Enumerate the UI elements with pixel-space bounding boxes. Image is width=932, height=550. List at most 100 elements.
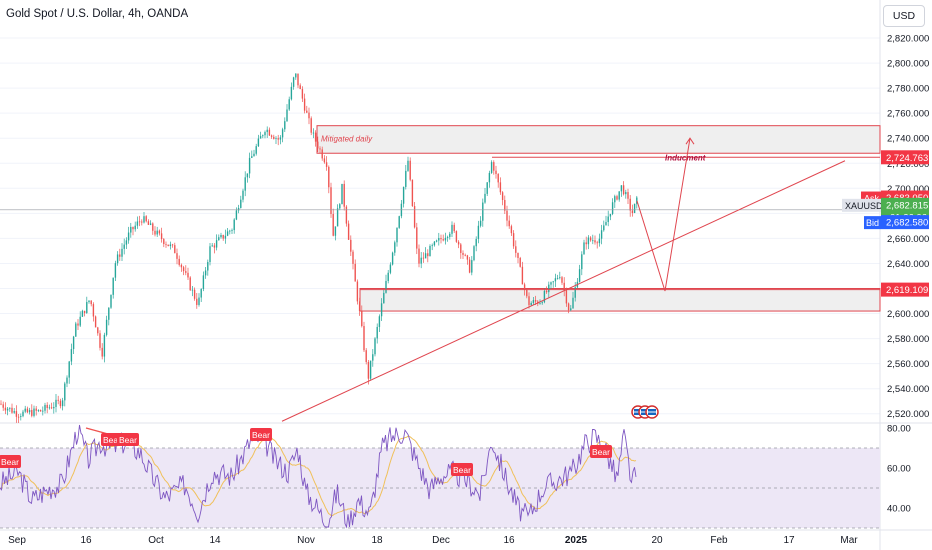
candle-body xyxy=(334,226,337,236)
time-tick-label: Feb xyxy=(710,535,728,546)
candle-body xyxy=(42,410,44,412)
candle-body xyxy=(13,411,15,413)
candle-body xyxy=(185,271,187,273)
candle-body xyxy=(475,238,477,247)
candle-body xyxy=(449,233,451,237)
candle-body xyxy=(442,239,444,241)
candle-body xyxy=(158,230,161,234)
bear-signal-label: Bear xyxy=(1,457,19,467)
candle-body xyxy=(112,277,114,295)
candle-body xyxy=(420,257,422,264)
candle-body xyxy=(314,132,317,142)
candle-body xyxy=(246,173,249,178)
candle-body xyxy=(193,289,196,299)
candle-body xyxy=(600,230,603,239)
candle-body xyxy=(574,287,576,298)
time-tick-label: 17 xyxy=(783,535,795,546)
candle-body xyxy=(618,191,620,200)
candle-body xyxy=(387,272,389,281)
candle-body xyxy=(110,294,112,308)
candle-body xyxy=(24,408,26,412)
candle-body xyxy=(383,292,385,304)
candle-body xyxy=(554,278,557,282)
candle-body xyxy=(317,141,319,149)
candle-body xyxy=(121,248,123,257)
rsi-tick-label: 40.00 xyxy=(887,504,911,515)
candle-body xyxy=(548,284,550,293)
candle-body xyxy=(79,316,81,326)
candle-body xyxy=(495,170,497,174)
mitigated-label: Mitigated daily xyxy=(321,135,373,144)
candle-body xyxy=(92,304,95,317)
candle-body xyxy=(160,233,163,240)
candle-body xyxy=(2,404,4,408)
bid-price-badge xyxy=(881,215,929,230)
candle-body xyxy=(224,235,227,239)
candle-body xyxy=(0,403,2,405)
candle-body xyxy=(581,254,583,270)
candle-body xyxy=(453,224,455,232)
candle-body xyxy=(130,226,132,233)
candle-body xyxy=(37,410,40,411)
candle-body xyxy=(28,410,31,413)
candle-body xyxy=(176,253,178,259)
candle-body xyxy=(488,172,491,183)
price-tick-label: 2,580.000 xyxy=(887,334,929,345)
candle-body xyxy=(321,149,323,159)
candle-body xyxy=(460,244,462,253)
candle-body xyxy=(422,257,425,259)
candle-body xyxy=(609,213,612,217)
candle-body xyxy=(444,237,447,241)
candle-body xyxy=(306,110,308,113)
time-tick-label: Mar xyxy=(840,535,858,546)
price-tick-label: 2,800.000 xyxy=(887,59,929,70)
candle-body xyxy=(530,302,532,306)
candle-body xyxy=(114,263,117,278)
price-tick-label: 2,740.000 xyxy=(887,134,929,145)
candle-body xyxy=(466,255,469,260)
calendar-events-icon[interactable] xyxy=(631,405,659,419)
candle-body xyxy=(211,245,213,247)
candle-body xyxy=(565,290,568,304)
candle-body xyxy=(493,162,495,171)
candle-body xyxy=(323,158,326,163)
candle-body xyxy=(53,406,55,409)
candle-body xyxy=(578,269,581,282)
candle-body xyxy=(138,221,141,223)
candle-body xyxy=(169,244,172,247)
currency-button[interactable]: USD xyxy=(883,5,925,27)
candle-body xyxy=(26,408,29,413)
candle-body xyxy=(99,333,101,348)
candle-body xyxy=(288,99,290,110)
candle-body xyxy=(501,192,504,200)
candle-body xyxy=(231,230,233,231)
bear-signal-badge xyxy=(451,463,473,476)
candle-body xyxy=(286,109,288,122)
candle-body xyxy=(4,407,7,411)
candle-body xyxy=(471,260,473,273)
candle-body xyxy=(627,192,629,199)
candle-body xyxy=(196,298,198,305)
candle-body xyxy=(343,183,345,207)
candle-body xyxy=(433,241,436,246)
candle-body xyxy=(336,208,339,227)
candle-body xyxy=(235,210,238,220)
chart-title: Gold Spot / U.S. Dollar, 4h, OANDA xyxy=(6,8,189,20)
candle-body xyxy=(517,252,519,258)
candle-body xyxy=(435,240,438,242)
candle-body xyxy=(15,411,18,417)
candle-body xyxy=(127,232,130,241)
candle-body xyxy=(429,245,431,257)
candle-body xyxy=(354,263,356,282)
candle-body xyxy=(105,319,108,335)
candle-body xyxy=(563,282,565,291)
candle-body xyxy=(622,185,625,195)
candle-body xyxy=(438,237,440,241)
candle-body xyxy=(39,410,42,412)
candle-body xyxy=(244,177,246,191)
candle-body xyxy=(116,254,119,264)
candle-body xyxy=(508,220,510,227)
candle-body xyxy=(68,361,70,378)
